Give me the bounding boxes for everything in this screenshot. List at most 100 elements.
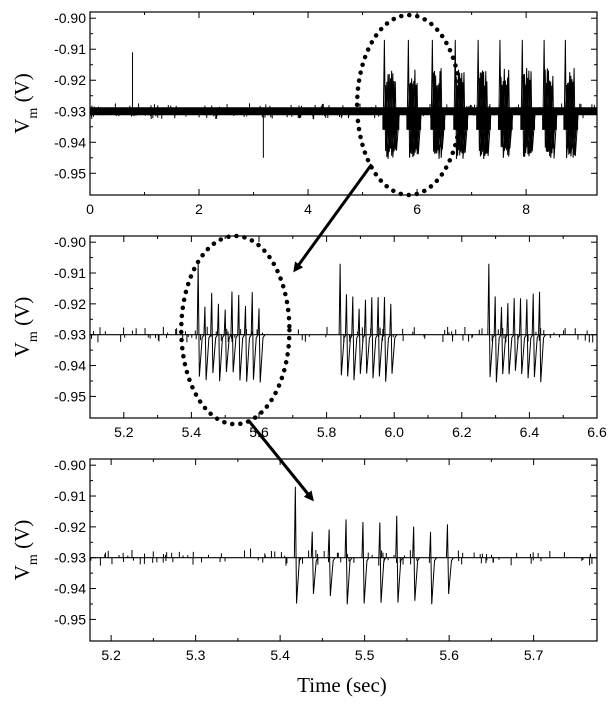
spike	[370, 297, 379, 379]
x-tick-label: 5.7	[524, 647, 544, 663]
y-axis-label: Vm (V)	[10, 297, 41, 357]
spike	[223, 309, 232, 373]
spike	[293, 486, 302, 604]
y-axis-label-subscript: m	[26, 554, 41, 565]
y-tick-label: -0.90	[54, 10, 86, 26]
plot-frame	[89, 235, 598, 419]
spike	[216, 303, 225, 382]
burst	[382, 39, 402, 160]
y-tick-label: -0.90	[54, 234, 86, 250]
spike	[439, 68, 448, 150]
highlight-ellipse	[354, 12, 463, 198]
x-tick-label: 5.4	[182, 424, 202, 440]
spike	[237, 294, 246, 381]
chart-panel-1: -0.90 -0.91 -0.92 -0.93 -0.94 -0.95 0 2 4 6 8 Vm (V…	[10, 10, 598, 217]
spike	[382, 296, 391, 382]
x-tick-label: 5.5	[355, 647, 375, 663]
chart-panel-3: -0.90 -0.91 -0.92 -0.93 -0.94 -0.95 5.2 5.3 5.4 5…	[10, 457, 598, 663]
y-axis-label-main: V	[10, 565, 34, 580]
plot-frame	[89, 458, 598, 642]
x-tick-label: 4	[304, 201, 312, 217]
y-tick-label: -0.94	[54, 134, 86, 150]
burst	[520, 39, 538, 157]
burst-dense-fill	[497, 108, 513, 130]
burst	[406, 39, 424, 158]
y-axis-label-main: V	[10, 342, 34, 357]
burst	[430, 39, 448, 159]
spike	[378, 522, 387, 603]
x-tick-label: 6.2	[452, 424, 472, 440]
x-tick-label: 0	[86, 201, 94, 217]
x-tick-label: 5.3	[186, 647, 206, 663]
y-tick-label: -0.91	[54, 488, 86, 504]
burst	[476, 39, 494, 160]
spike	[519, 298, 527, 374]
y-axis-label-subscript: m	[26, 331, 41, 342]
spike	[361, 521, 370, 604]
plot-frame	[89, 11, 598, 196]
spike	[500, 306, 508, 375]
burst-dense-fill	[406, 108, 422, 130]
y-tick-label: -0.93	[54, 103, 86, 119]
y-axis-label: Vm (V)	[10, 520, 41, 580]
spike	[487, 263, 496, 378]
voltage-trace-series	[89, 39, 597, 160]
y-axis-label-main: V	[10, 119, 34, 134]
spike	[531, 293, 540, 378]
spike	[445, 524, 454, 595]
x-tick-label: 6.4	[520, 424, 540, 440]
spike	[250, 292, 259, 380]
spike	[327, 529, 336, 596]
y-axis-label-unit: (V)	[10, 520, 34, 554]
spike	[196, 263, 205, 377]
spike	[210, 292, 219, 374]
spike	[376, 297, 385, 377]
spike	[338, 263, 347, 376]
y-tick-label: -0.90	[54, 457, 86, 473]
trace-dense-band	[90, 107, 597, 116]
y-tick-label: -0.92	[54, 519, 86, 535]
burst	[293, 486, 454, 605]
spike	[415, 83, 424, 155]
spike	[538, 291, 546, 383]
spike	[230, 291, 239, 373]
x-tick-label: 5.2	[114, 424, 134, 440]
spike	[429, 531, 437, 605]
x-axis-label: Time (sec)	[297, 673, 387, 697]
burst	[497, 39, 516, 158]
burst	[487, 263, 546, 383]
y-tick-label: -0.93	[54, 327, 86, 343]
x-tick-label: 5.2	[101, 647, 121, 663]
burst-dense-fill	[476, 108, 491, 130]
spike	[462, 72, 471, 153]
y-tick-label: -0.95	[54, 165, 86, 181]
zoom-arrows	[247, 163, 373, 502]
spike	[493, 296, 502, 383]
voltage-trace-series	[90, 486, 597, 605]
x-tick-label: 6	[413, 201, 421, 217]
burst-dense-fill	[542, 108, 557, 130]
x-tick-label: 6.0	[384, 424, 404, 440]
spike	[506, 303, 515, 375]
spike	[243, 305, 252, 382]
x-tick-label: 6.6	[587, 424, 607, 440]
y-tick-label: -0.95	[54, 388, 86, 404]
spike	[512, 298, 521, 371]
y-tick-label: -0.93	[54, 550, 86, 566]
y-tick-label: -0.91	[54, 265, 86, 281]
y-axis-label-subscript: m	[26, 108, 41, 119]
spike	[357, 308, 366, 374]
spike	[412, 526, 421, 601]
burst	[542, 39, 560, 159]
spike	[393, 81, 402, 151]
x-tick-label: 2	[195, 201, 203, 217]
y-tick-label: -0.91	[54, 41, 86, 57]
x-tick-label: 5.6	[439, 647, 459, 663]
y-tick-label: -0.94	[54, 581, 86, 597]
spike	[525, 299, 534, 379]
spike	[529, 71, 538, 152]
spike	[551, 75, 560, 159]
burst-dense-fill	[563, 108, 579, 130]
y-tick-label: -0.92	[54, 72, 86, 88]
spike	[395, 515, 404, 603]
